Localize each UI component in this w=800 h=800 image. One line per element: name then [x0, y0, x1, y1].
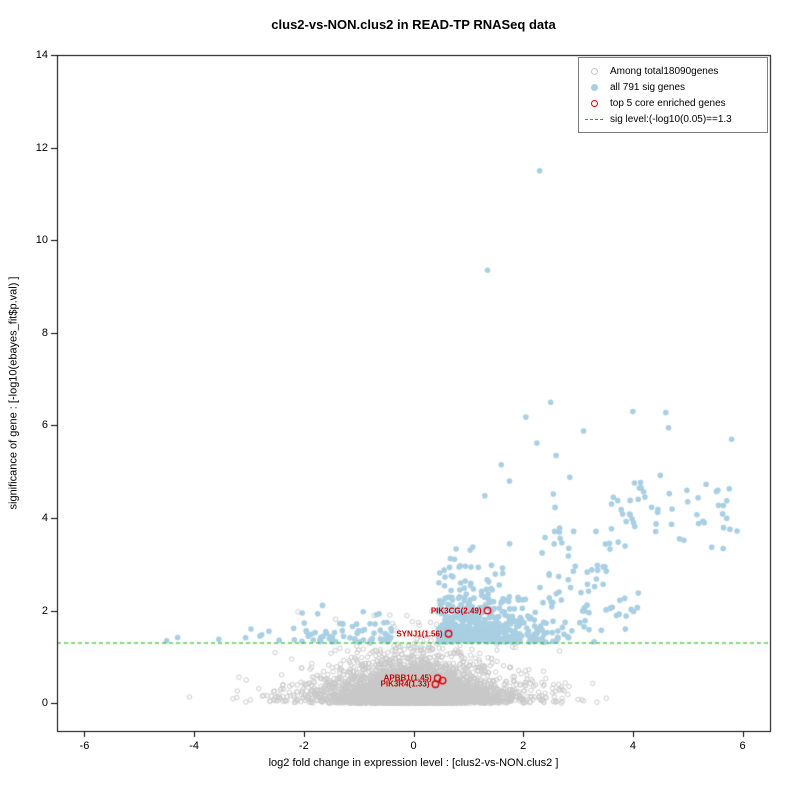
legend: Among total18090genes all 791 sig genes to… — [578, 57, 768, 133]
legend-item: top 5 core enriched genes — [585, 95, 761, 111]
y-axis-label: significance of gene : [-log10(ebayes_fi… — [7, 276, 20, 510]
legend-item: all 791 sig genes — [585, 79, 761, 95]
open-circle-icon — [585, 99, 603, 107]
legend-item-label: sig level:(-log10(0.05)==1.3 — [610, 113, 732, 125]
legend-item: sig level:(-log10(0.05)==1.3 — [585, 111, 761, 127]
chart-title: clus2-vs-NON.clus2 in READ-TP RNASeq dat… — [271, 17, 556, 32]
open-circle-icon — [585, 67, 603, 75]
open-circle-glyph — [590, 99, 598, 107]
filled-circle-icon — [585, 83, 603, 91]
open-circle-glyph — [590, 67, 598, 75]
legend-item: Among total18090genes — [585, 63, 761, 79]
dashed-line-glyph — [585, 118, 603, 120]
legend-item-label: all 791 sig genes — [610, 81, 686, 93]
y-axis-label-wrap: significance of gene : [-log10(ebayes_fi… — [2, 55, 24, 731]
legend-item-label: Among total18090genes — [610, 65, 719, 77]
x-axis-label: log2 fold change in expression level : [… — [268, 757, 559, 769]
legend-item-label: top 5 core enriched genes — [610, 97, 726, 109]
filled-circle-glyph — [590, 83, 598, 91]
dashed-line-icon — [585, 118, 603, 120]
